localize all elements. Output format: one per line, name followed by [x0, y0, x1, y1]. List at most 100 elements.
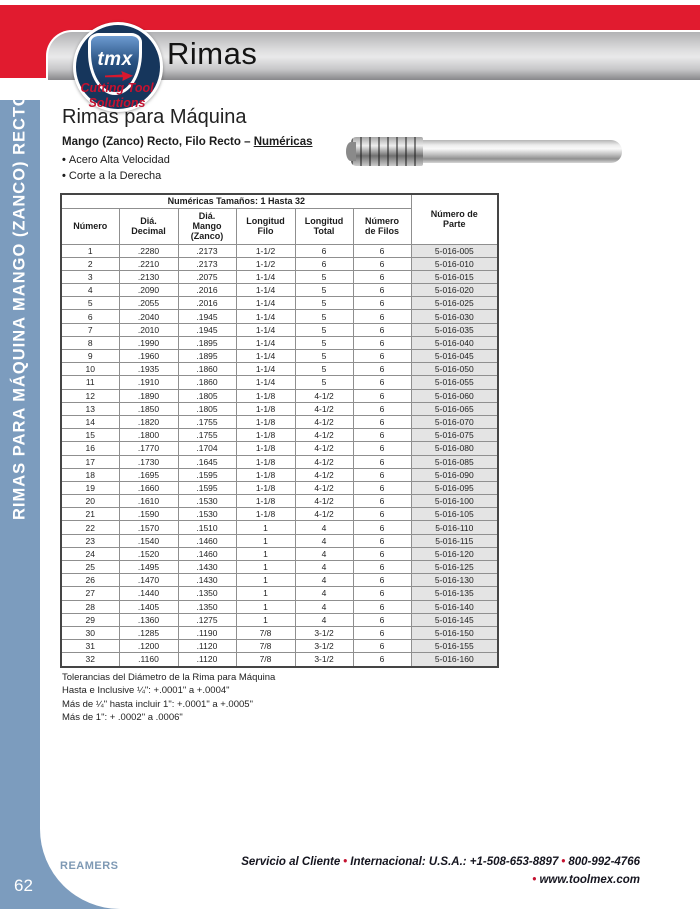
- website-link[interactable]: www.toolmex.com: [539, 874, 640, 886]
- table-row: 23.1540.1460 1 4 6 5-016-115: [60, 533, 499, 548]
- table-cell: 1-1/4: [235, 348, 296, 364]
- tmx-arrow-icon: [105, 71, 133, 81]
- table-row: 19.1660.1595 1-1/8 4-1/2 6 5-016-095: [60, 480, 499, 496]
- table-cell: .1895: [177, 348, 237, 364]
- part-number-cell: 5-016-055: [410, 375, 499, 390]
- table-cell: 7/8: [235, 639, 296, 654]
- table-cell: 15: [60, 428, 120, 443]
- table-row: 25.1495.1430 1 4 6 5-016-125: [60, 559, 499, 575]
- table-cell: 25: [60, 559, 120, 575]
- table-cell: .2040: [118, 309, 179, 324]
- table-cell: 14: [60, 414, 120, 430]
- table-row: 15.1800.1755 1-1/8 4-1/2 6 5-016-075: [60, 428, 499, 443]
- table-cell: .1460: [177, 533, 237, 548]
- table-cell: 5: [294, 269, 354, 285]
- table-cell: 12: [60, 388, 120, 403]
- table-cell: .2016: [177, 296, 237, 311]
- table-cell: 4: [294, 573, 354, 588]
- table-cell: 3: [60, 269, 120, 285]
- table-cell: .1935: [118, 362, 179, 377]
- table-cell: .1275: [177, 612, 237, 627]
- table-cell: .1495: [118, 559, 179, 575]
- table-cell: 4-1/2: [294, 467, 354, 482]
- part-number-cell: 5-016-040: [410, 335, 499, 351]
- section-heading: Rimas para Máquina: [62, 106, 247, 128]
- table-cell: 22: [60, 520, 120, 535]
- table-cell: .1805: [177, 388, 237, 403]
- reamer-product-image: [344, 136, 622, 168]
- table-cell: 6: [352, 256, 412, 271]
- table-cell: 4-1/2: [294, 414, 354, 430]
- numericas-link[interactable]: Numéricas: [253, 136, 313, 148]
- tolerance-note-line: Más de ¼" hasta incluir 1": +.0001" a +.…: [62, 698, 253, 710]
- table-cell: 1-1/4: [235, 375, 296, 390]
- product-subheading: Mango (Zanco) Recto, Filo Recto – Numéri…: [62, 136, 313, 148]
- part-number-cell: 5-016-075: [410, 428, 499, 443]
- spec-table-wrapper: Numéricas Tamaños: 1 Hasta 32 Número de …: [60, 193, 500, 668]
- table-cell: 1-1/4: [235, 269, 296, 285]
- table-row: 13.1850.1805 1-1/8 4-1/2 6 5-016-065: [60, 401, 499, 416]
- table-cell: .1190: [177, 625, 237, 641]
- table-cell: .1660: [118, 480, 179, 496]
- table-cell: .1695: [118, 467, 179, 482]
- table-cell: 1: [235, 599, 296, 614]
- table-row: 32.1160.1120 7/8 3-1/2 6 5-016-160: [60, 652, 499, 667]
- bullet-separator-icon: •: [532, 874, 537, 886]
- table-cell: 6: [352, 322, 412, 337]
- table-cell: .1910: [118, 375, 179, 390]
- part-number-cell: 5-016-015: [410, 269, 499, 285]
- table-cell: 1-1/8: [235, 441, 296, 456]
- table-row: 16.1770.1704 1-1/8 4-1/2 6 5-016-080: [60, 441, 499, 456]
- table-cell: .1350: [177, 599, 237, 614]
- table-cell: .2130: [118, 269, 179, 285]
- table-cell: 1-1/8: [235, 414, 296, 430]
- table-cell: 4-1/2: [294, 428, 354, 443]
- table-cell: .1770: [118, 441, 179, 456]
- table-cell: 1: [235, 520, 296, 535]
- table-cell: .1530: [177, 507, 237, 522]
- feature-bullets: Acero Alta Velocidad Corte a la Derecha: [62, 152, 170, 184]
- tmx-logo-icon: tmx: [73, 22, 163, 112]
- sidebar-band: [0, 100, 40, 909]
- table-cell: .1755: [177, 414, 237, 430]
- table-row: 28.1405.1350 1 4 6 5-016-140: [60, 599, 499, 614]
- table-cell: 1-1/8: [235, 480, 296, 496]
- table-row: 5.2055.2016 1-1/4 5 6 5-016-025: [60, 296, 499, 311]
- table-cell: .1730: [118, 454, 179, 469]
- table-cell: 1-1/8: [235, 467, 296, 482]
- table-cell: 5: [294, 348, 354, 364]
- table-cell: 6: [352, 546, 412, 562]
- table-cell: 5: [294, 309, 354, 324]
- column-header-longitud-filo: Longitud Filo: [235, 207, 296, 245]
- table-cell: 1: [235, 559, 296, 575]
- table-row: 3.2130.2075 1-1/4 5 6 5-016-015: [60, 269, 499, 285]
- table-cell: 24: [60, 546, 120, 562]
- table-cell: 4-1/2: [294, 454, 354, 469]
- table-cell: .1610: [118, 494, 179, 509]
- table-cell: .2280: [118, 243, 179, 258]
- part-number-cell: 5-016-130: [410, 573, 499, 588]
- table-cell: 4: [294, 599, 354, 614]
- table-cell: 6: [352, 375, 412, 390]
- table-cell: .2090: [118, 283, 179, 298]
- table-cell: 6: [352, 520, 412, 535]
- reamer-flutes: [351, 137, 423, 166]
- table-cell: .1430: [177, 559, 237, 575]
- table-cell: .1805: [177, 401, 237, 416]
- table-cell: 6: [352, 309, 412, 324]
- spec-table: Numéricas Tamaños: 1 Hasta 32 Número de …: [60, 193, 500, 668]
- page-number: 62: [14, 876, 33, 895]
- table-cell: .1160: [118, 652, 179, 667]
- table-cell: 23: [60, 533, 120, 548]
- table-cell: .1530: [177, 494, 237, 509]
- table-cell: 17: [60, 454, 120, 469]
- table-cell: 10: [60, 362, 120, 377]
- table-cell: 1-1/2: [235, 256, 296, 271]
- table-row: 4.2090.2016 1-1/4 5 6 5-016-020: [60, 283, 499, 298]
- table-row: 2.2210.2173 1-1/2 6 6 5-016-010: [60, 256, 499, 271]
- table-cell: 4-1/2: [294, 401, 354, 416]
- table-row: 8.1990.1895 1-1/4 5 6 5-016-040: [60, 335, 499, 351]
- table-cell: 6: [352, 639, 412, 654]
- part-number-cell: 5-016-065: [410, 401, 499, 416]
- bullet-separator-icon: •: [343, 856, 348, 868]
